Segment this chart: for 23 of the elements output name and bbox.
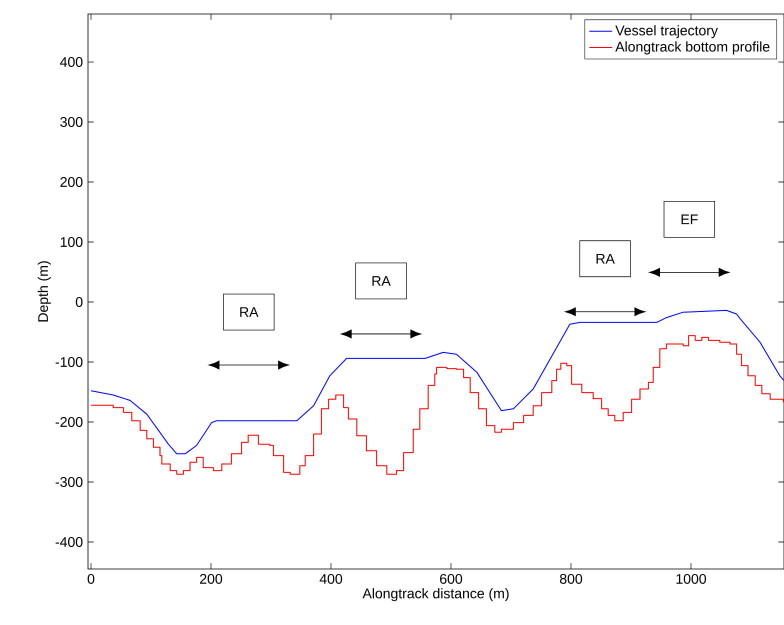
y-tick-label: -300 bbox=[56, 477, 83, 487]
x-tick-label: 0 bbox=[88, 574, 94, 584]
x-tick-label: 1000 bbox=[676, 574, 706, 584]
x-tick-label: 200 bbox=[200, 574, 222, 584]
y-tick-label: -100 bbox=[56, 357, 83, 367]
y-tick-label: 200 bbox=[60, 177, 83, 187]
x-tick-label: 400 bbox=[320, 574, 342, 584]
y-tick-label: 0 bbox=[76, 297, 83, 307]
annotation: RA bbox=[596, 254, 615, 264]
x-tick-label: 600 bbox=[440, 574, 462, 584]
legend-label: Vessel trajectory bbox=[615, 25, 718, 38]
x-tick-label: 800 bbox=[560, 574, 582, 584]
y-tick-label: 100 bbox=[60, 237, 83, 247]
annotation: RA bbox=[240, 307, 258, 317]
annotation: RA bbox=[372, 276, 391, 286]
x-axis-title: Alongtrack distance (m) bbox=[362, 588, 509, 602]
annotation: EF bbox=[682, 214, 698, 224]
y-axis-title: Depth (m) bbox=[38, 261, 51, 322]
legend-label: Alongtrack bottom profile bbox=[615, 41, 770, 54]
y-tick-label: -200 bbox=[56, 417, 83, 427]
y-tick-label: -400 bbox=[56, 537, 83, 547]
y-tick-label: 300 bbox=[60, 117, 83, 127]
y-tick-label: 400 bbox=[60, 57, 83, 67]
